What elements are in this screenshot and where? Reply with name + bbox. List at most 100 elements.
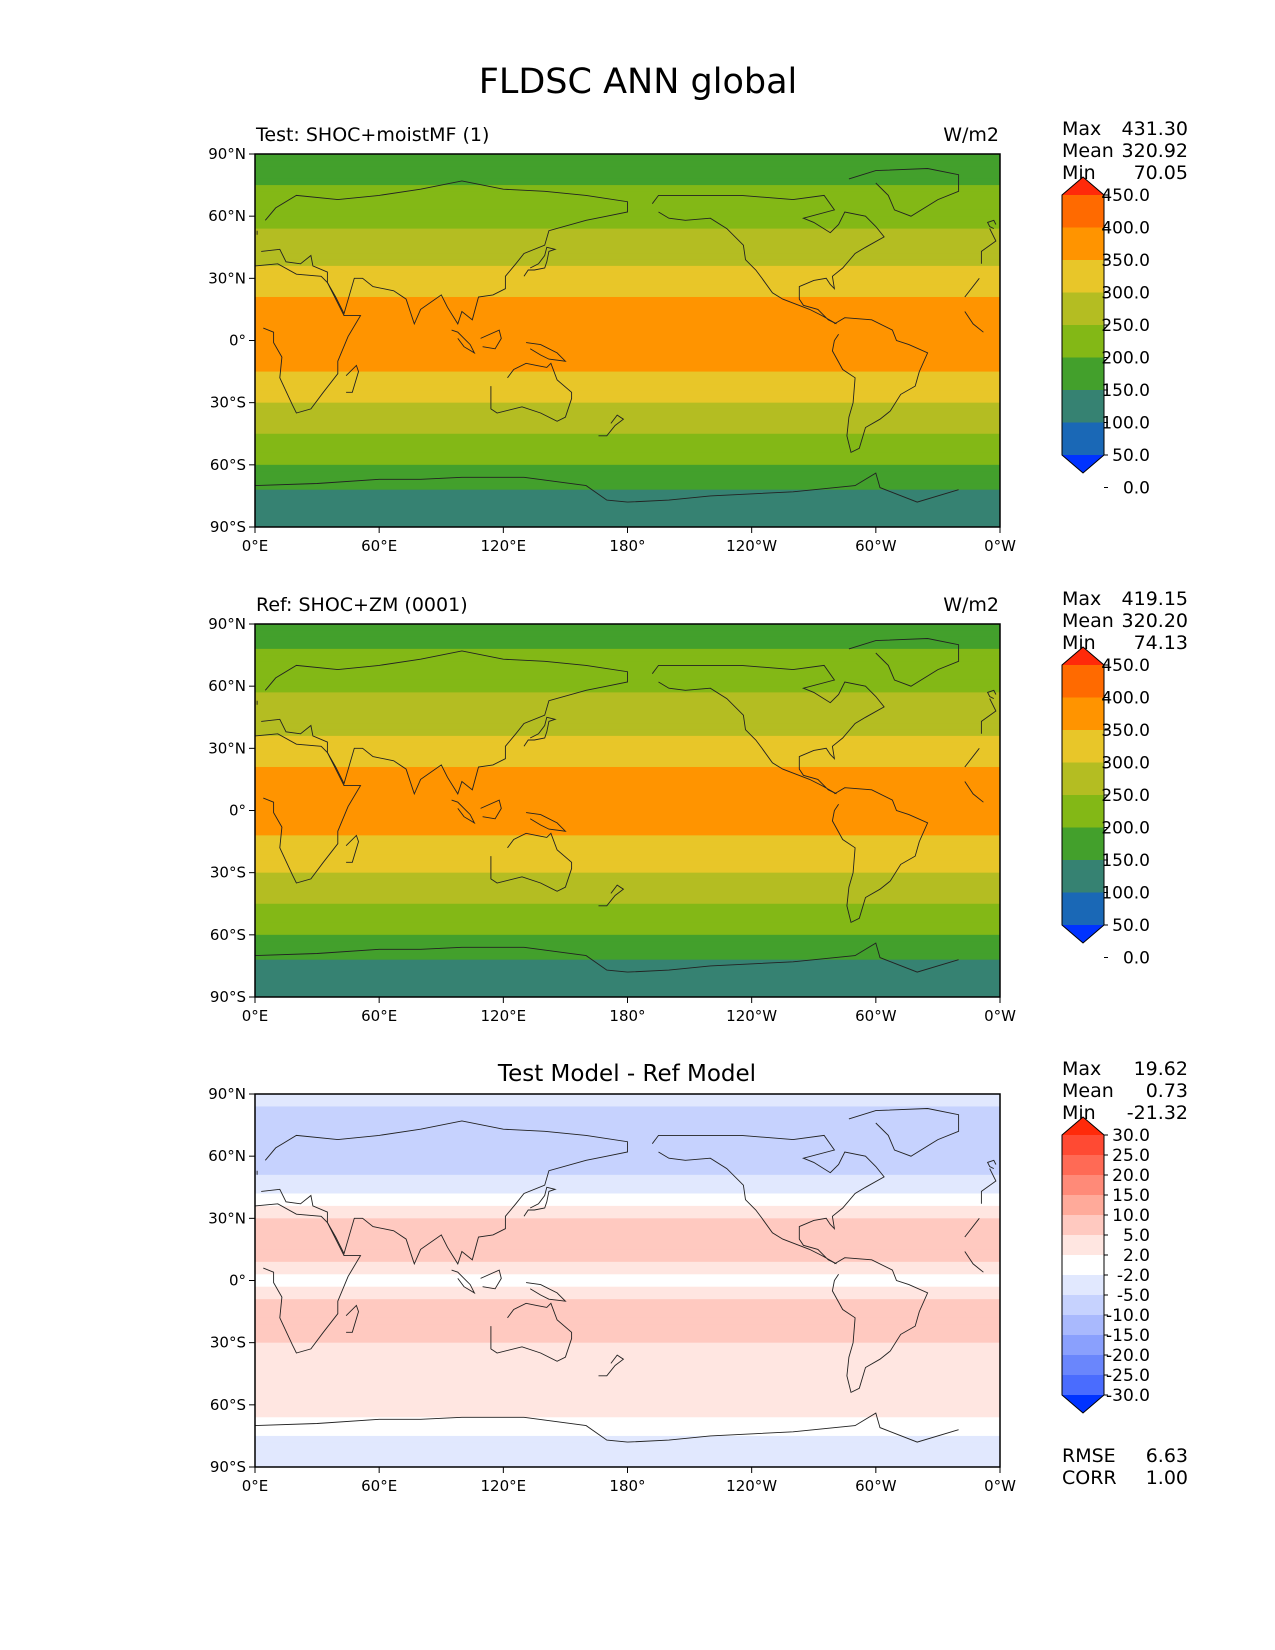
coastline-borneo (480, 329, 502, 350)
colorbar-tick-label: 10.0 (1112, 1206, 1150, 1226)
coastline-africa (255, 1203, 984, 1354)
field-band (255, 655, 1000, 663)
field-band (255, 779, 1000, 787)
lon-tick-label: 120°W (726, 1007, 777, 1025)
field-band (255, 891, 1000, 899)
coastline-sumatra (451, 799, 476, 825)
field-band (255, 265, 1000, 273)
colorbar-tick-label: 25.0 (1112, 1146, 1150, 1166)
stat-max-label: Max (1062, 118, 1101, 140)
lat-tick-label: 90°S (210, 518, 246, 536)
panel-diff-metrics: RMSE 6.63 CORR 1.00 (1062, 1445, 1188, 1489)
stat-mean-value: 0.73 (1146, 1080, 1188, 1102)
panel-test-title: Test: SHOC+moistMF (1) (255, 124, 489, 146)
colorbar-segment (1062, 730, 1104, 763)
lon-tick-label: 0°E (242, 1007, 269, 1025)
field-band (255, 471, 1000, 479)
field-band (255, 377, 1000, 385)
colorbar-tick-label: -15.0 (1106, 1326, 1150, 1346)
field-band (255, 841, 1000, 849)
panel-ref-axes: 90°N 60°N 30°N 0° 30°S 60°S 90°S0°E 60°E 120°E 18… (208, 615, 1016, 1025)
field-band (255, 1392, 1000, 1400)
colorbar-tick-label: 250.0 (1101, 316, 1150, 336)
field-band (255, 278, 1000, 286)
field-band (255, 315, 1000, 323)
coastline-britain (256, 1159, 997, 1175)
stat-min-label: Min (1062, 632, 1096, 654)
stat-max-label: Max (1062, 588, 1101, 610)
colorbar-segment (1062, 892, 1104, 926)
coastline-britain (256, 689, 997, 705)
field-band (255, 1193, 1000, 1201)
field-band (255, 798, 1000, 806)
field-band (255, 816, 1000, 824)
lon-tick-label: 120°E (481, 1477, 527, 1495)
field-band (255, 953, 1000, 961)
panel-test-stats: Max 431.30 Mean 320.92 Min 70.05 (1062, 118, 1188, 184)
field-band (255, 296, 1000, 304)
field-band (255, 1299, 1000, 1307)
field-band (255, 154, 1000, 162)
field-band (255, 1187, 1000, 1195)
coastline-antarctica (255, 472, 959, 503)
colorbar-tick-label: 350.0 (1101, 721, 1150, 741)
field-band (255, 340, 1000, 348)
field-band (255, 489, 1000, 497)
metric-corr-value: 1.00 (1146, 1467, 1188, 1489)
coastline-japan (523, 1186, 557, 1217)
colorbar-tick-label: 5.0 (1123, 1226, 1150, 1246)
colorbar-tick-label: 100.0 (1101, 884, 1150, 904)
field-band (255, 427, 1000, 435)
field-band (255, 711, 1000, 719)
coastline-madagascar (345, 1304, 359, 1333)
colorbar-segment (1062, 422, 1104, 456)
coastline-antarctica (255, 1412, 959, 1443)
coastline-eurasia (261, 180, 997, 326)
field-band (255, 773, 1000, 781)
field-band (255, 959, 1000, 967)
panel-diff-axes: 90°N 60°N 30°N 0° 30°S 60°S 90°S0°E 60°E 120°E 18… (208, 1085, 1016, 1495)
panel-test-units: W/m2 (943, 124, 999, 146)
colorbar-segment (1062, 795, 1104, 828)
field-band (255, 384, 1000, 392)
field-band (255, 1118, 1000, 1126)
field-band (255, 748, 1000, 756)
field-band (255, 464, 1000, 472)
field-band (255, 860, 1000, 868)
lat-tick-label: 60°N (208, 677, 246, 695)
colorbar-tick-label: 0.0 (1123, 949, 1150, 969)
field-band (255, 947, 1000, 955)
field-band (255, 290, 1000, 298)
field-band (255, 835, 1000, 843)
field-band (255, 178, 1000, 186)
field-band (255, 972, 1000, 980)
field-band (255, 253, 1000, 261)
field-band (255, 247, 1000, 255)
field-band (255, 978, 1000, 986)
lon-tick-label: 0°W (984, 537, 1016, 555)
stat-max-value: 419.15 (1122, 588, 1188, 610)
field-band (255, 1454, 1000, 1462)
field-band (255, 624, 1000, 632)
colorbar-extend-max (1062, 647, 1104, 665)
colorbar-segment (1062, 325, 1104, 358)
lat-tick-label: 30°N (208, 1209, 246, 1227)
coastline-northAmerica (651, 1134, 885, 1265)
colorbar-segment (1062, 1215, 1104, 1236)
field-band (255, 1442, 1000, 1450)
panel-ref-stats: Max 419.15 Mean 320.20 Min 74.13 (1062, 588, 1188, 654)
field-band (255, 1330, 1000, 1338)
colorbar-tick-label: 400.0 (1101, 219, 1150, 239)
colorbar-tick-label: 100.0 (1101, 414, 1150, 434)
colorbar-tick-label: 150.0 (1101, 381, 1150, 401)
colorbar-tick-label: -5.0 (1117, 1286, 1150, 1306)
field-band (255, 667, 1000, 675)
field-band (255, 630, 1000, 638)
coastline-madagascar (345, 364, 359, 393)
lon-tick-label: 0°W (984, 1477, 1016, 1495)
colorbar-segment (1062, 227, 1104, 261)
field-band (255, 1106, 1000, 1114)
coastline-greenland (848, 1108, 960, 1157)
field-band (255, 847, 1000, 855)
field-band (255, 321, 1000, 329)
